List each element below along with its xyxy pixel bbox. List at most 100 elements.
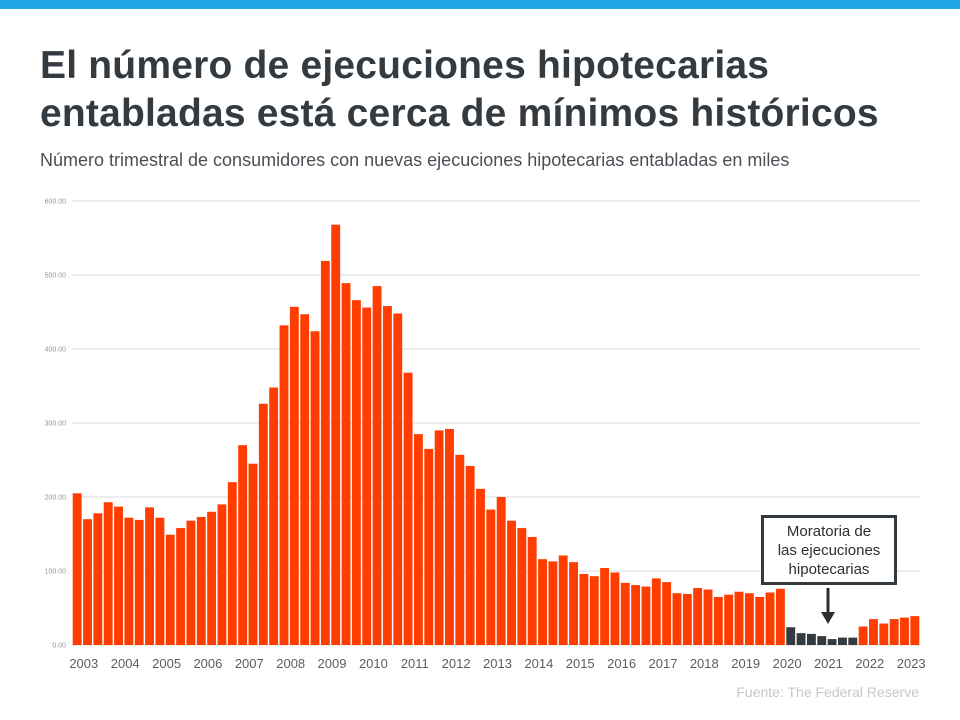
- callout-line-1: Moratoria de: [786, 523, 872, 540]
- bar: [455, 454, 465, 645]
- bar: [662, 582, 672, 645]
- bar: [434, 430, 444, 645]
- x-tick-label: 2018: [690, 656, 719, 671]
- moratorium-callout: Moratoria de las ejecuciones hipotecaria…: [761, 515, 897, 585]
- x-tick-label: 2005: [152, 656, 181, 671]
- bar: [217, 504, 227, 645]
- callout-line-2: las ejecuciones: [777, 542, 881, 559]
- bar: [869, 619, 878, 645]
- x-tick-label: 2008: [276, 656, 305, 671]
- bar: [817, 636, 827, 645]
- title-line-1: El número de ejecuciones hipotecarias: [40, 44, 770, 87]
- bar: [227, 482, 237, 645]
- bar: [269, 387, 279, 645]
- chart-title: El número de ejecuciones hipotecarias en…: [40, 42, 940, 138]
- bar: [248, 463, 258, 645]
- bar: [734, 591, 744, 645]
- bar: [651, 578, 661, 645]
- bar: [320, 260, 330, 645]
- bar: [331, 224, 341, 645]
- bar: [496, 497, 506, 645]
- callout-line-3: hipotecarias: [788, 561, 870, 578]
- bar: [620, 582, 630, 645]
- bar: [641, 586, 651, 645]
- bar: [310, 331, 320, 645]
- bar: [445, 428, 454, 645]
- bar: [837, 637, 847, 645]
- bar: [703, 589, 713, 645]
- bar: [538, 559, 547, 645]
- bar: [145, 507, 154, 645]
- bar: [165, 534, 175, 645]
- bar: [796, 633, 806, 645]
- bar: [155, 517, 165, 645]
- bar: [589, 576, 599, 645]
- bar: [693, 588, 703, 645]
- y-tick-label: 200.00: [45, 495, 67, 502]
- x-tick-label: 2004: [111, 656, 140, 671]
- bar: [486, 509, 496, 645]
- bar: [579, 573, 589, 645]
- bar: [786, 627, 796, 645]
- bar: [258, 403, 268, 645]
- x-tick-label: 2009: [318, 656, 347, 671]
- bar: [527, 536, 537, 645]
- y-tick-label: 100.00: [45, 569, 67, 576]
- x-axis-tick-labels: 2003 2004 2005 2006 2007 2008 2009 2010 2011 2012…: [69, 656, 925, 671]
- bar: [910, 616, 920, 645]
- bar: [672, 593, 682, 645]
- bar: [476, 488, 485, 645]
- bar: [93, 513, 103, 645]
- x-tick-label: 2014: [524, 656, 553, 671]
- bar: [393, 313, 403, 645]
- bar: [372, 286, 382, 645]
- bar: [279, 325, 289, 645]
- y-tick-label: 400.00: [45, 347, 67, 354]
- x-tick-label: 2011: [401, 656, 429, 671]
- x-tick-label: 2020: [773, 656, 802, 671]
- bar: [600, 568, 610, 645]
- x-tick-label: 2015: [566, 656, 595, 671]
- bar: [631, 585, 641, 645]
- bar: [300, 314, 310, 645]
- bar: [403, 372, 413, 645]
- bar: [827, 639, 837, 645]
- bar: [713, 596, 723, 645]
- bar: [517, 528, 527, 645]
- x-tick-label: 2019: [731, 656, 760, 671]
- top-accent-bar: [0, 0, 960, 9]
- bar: [806, 633, 816, 645]
- title-line-2: entabladas está cerca de mínimos históri…: [40, 92, 879, 135]
- bar: [124, 517, 134, 645]
- bar: [610, 572, 620, 645]
- bars: [72, 224, 920, 645]
- bar: [424, 448, 434, 645]
- bar: [765, 592, 775, 645]
- bar: [72, 493, 82, 645]
- y-tick-label: 300.00: [45, 421, 67, 428]
- x-tick-label: 2003: [69, 656, 98, 671]
- bar: [858, 626, 868, 645]
- x-tick-label: 2010: [359, 656, 388, 671]
- bar: [548, 561, 558, 645]
- bar: [362, 307, 372, 645]
- x-tick-label: 2022: [855, 656, 884, 671]
- bar: [114, 506, 123, 645]
- bar: [176, 528, 186, 645]
- bar: [134, 519, 144, 645]
- bar: [724, 594, 734, 645]
- x-tick-label: 2013: [483, 656, 512, 671]
- bar: [744, 593, 754, 645]
- bar: [569, 562, 578, 645]
- bar: [775, 588, 785, 645]
- chart-subtitle: Número trimestral de consumidores con nu…: [40, 150, 790, 170]
- bar: [413, 434, 423, 645]
- bar: [341, 283, 351, 645]
- bar: [558, 555, 568, 645]
- bar: [186, 520, 196, 645]
- bar: [207, 511, 217, 645]
- bar: [848, 637, 858, 645]
- y-axis-tick-labels: 0.00 100.00 200.00 300.00 400.00 500.00 600.00: [45, 199, 67, 650]
- x-tick-label: 2023: [897, 656, 926, 671]
